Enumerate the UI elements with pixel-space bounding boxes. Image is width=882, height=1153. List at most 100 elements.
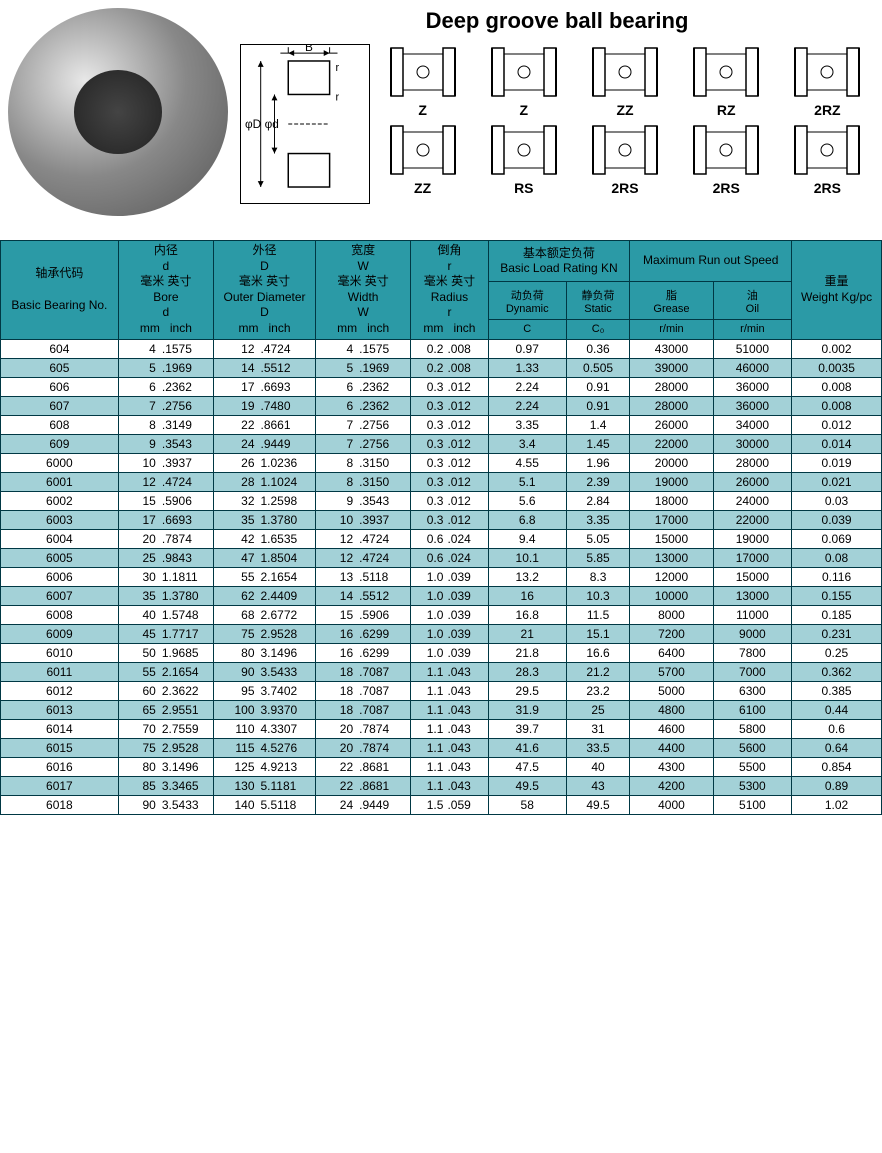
table-row: 600525.9843471.850412.47240.6.02410.15.8… xyxy=(1,548,882,567)
cell-weight: 0.6 xyxy=(792,719,882,738)
cell-weight: 0.231 xyxy=(792,624,882,643)
cell-oil: 5100 xyxy=(713,795,791,814)
cell-outer: 321.2598 xyxy=(214,491,316,510)
cell-width: 8.3150 xyxy=(316,472,411,491)
cell-oil: 36000 xyxy=(713,377,791,396)
cell-width: 6.2362 xyxy=(316,396,411,415)
cell-c: 0.97 xyxy=(488,339,566,358)
bearing-type-cell: RZ xyxy=(680,44,773,118)
cell-outer: 682.6772 xyxy=(214,605,316,624)
th-c0: C₀ xyxy=(566,320,629,339)
cell-bore: 501.9685 xyxy=(118,643,213,662)
cell-no: 6006 xyxy=(1,567,119,586)
cell-c0: 5.05 xyxy=(566,529,629,548)
cell-c: 1.33 xyxy=(488,358,566,377)
cell-width: 10.3937 xyxy=(316,510,411,529)
cell-outer: 22.8661 xyxy=(214,415,316,434)
cell-oil: 13000 xyxy=(713,586,791,605)
cell-grease: 19000 xyxy=(630,472,713,491)
bearing-type-label: 2RZ xyxy=(781,102,874,118)
bearing-icon xyxy=(787,122,867,178)
th-speed: Maximum Run out Speed xyxy=(630,241,792,282)
cell-width: 13.5118 xyxy=(316,567,411,586)
cell-outer: 1003.9370 xyxy=(214,700,316,719)
cell-radius: 1.0.039 xyxy=(411,624,488,643)
cell-c: 58 xyxy=(488,795,566,814)
table-row: 6012602.3622953.740218.70871.1.04329.523… xyxy=(1,681,882,700)
bearing-icon xyxy=(383,122,463,178)
cell-c: 31.9 xyxy=(488,700,566,719)
cell-oil: 5300 xyxy=(713,776,791,795)
dim-b-label: B xyxy=(305,45,313,54)
cell-grease: 28000 xyxy=(630,377,713,396)
cell-c0: 5.85 xyxy=(566,548,629,567)
cell-outer: 351.3780 xyxy=(214,510,316,529)
cell-no: 6012 xyxy=(1,681,119,700)
dim-d-label: φd xyxy=(265,117,279,131)
cell-width: 16.6299 xyxy=(316,624,411,643)
cell-radius: 0.3.012 xyxy=(411,472,488,491)
cell-grease: 4200 xyxy=(630,776,713,795)
th-outer: 外径 D 毫米 英寸 Outer Diameter D mm inch xyxy=(214,241,316,340)
th-load: 基本额定负荷 Basic Load Rating KN xyxy=(488,241,630,282)
cell-width: 7.2756 xyxy=(316,415,411,434)
cell-c0: 2.39 xyxy=(566,472,629,491)
cell-width: 7.2756 xyxy=(316,434,411,453)
th-weight: 重量 Weight Kg/pc xyxy=(792,241,882,340)
cell-weight: 0.069 xyxy=(792,529,882,548)
bearing-type-label: Z xyxy=(477,102,570,118)
bearing-type-cell: 2RS xyxy=(680,122,773,196)
cell-no: 6005 xyxy=(1,548,119,567)
cell-width: 9.3543 xyxy=(316,491,411,510)
cell-width: 15.5906 xyxy=(316,605,411,624)
bearing-icon xyxy=(585,122,665,178)
bearing-type-label: 2RS xyxy=(680,180,773,196)
cell-c0: 49.5 xyxy=(566,795,629,814)
cell-width: 6.2362 xyxy=(316,377,411,396)
cell-weight: 0.021 xyxy=(792,472,882,491)
cell-width: 8.3150 xyxy=(316,453,411,472)
table-row: 6066.236217.66936.23620.3.0122.240.91280… xyxy=(1,377,882,396)
cell-c: 16.8 xyxy=(488,605,566,624)
cell-no: 6003 xyxy=(1,510,119,529)
cell-c: 2.24 xyxy=(488,396,566,415)
cell-width: 22.8681 xyxy=(316,776,411,795)
bearing-type-cell: RS xyxy=(477,122,570,196)
th-radius: 倒角 r 毫米 英寸 Radius r mm inch xyxy=(411,241,488,340)
table-row: 6088.314922.86617.27560.3.0123.351.42600… xyxy=(1,415,882,434)
cell-oil: 6300 xyxy=(713,681,791,700)
cell-no: 6009 xyxy=(1,624,119,643)
cell-no: 6010 xyxy=(1,643,119,662)
cell-radius: 0.3.012 xyxy=(411,434,488,453)
cell-grease: 17000 xyxy=(630,510,713,529)
cell-width: 18.7087 xyxy=(316,700,411,719)
cell-radius: 1.1.043 xyxy=(411,662,488,681)
cell-grease: 20000 xyxy=(630,453,713,472)
cell-c: 9.4 xyxy=(488,529,566,548)
cell-c: 28.3 xyxy=(488,662,566,681)
cell-c: 5.1 xyxy=(488,472,566,491)
cell-radius: 1.1.043 xyxy=(411,700,488,719)
table-row: 6077.275619.74806.23620.3.0122.240.91280… xyxy=(1,396,882,415)
cell-width: 16.6299 xyxy=(316,643,411,662)
cell-no: 6013 xyxy=(1,700,119,719)
cell-oil: 51000 xyxy=(713,339,791,358)
cell-outer: 12.4724 xyxy=(214,339,316,358)
cell-c: 47.5 xyxy=(488,757,566,776)
th-bearing-no: 轴承代码 Basic Bearing No. xyxy=(1,241,119,340)
bearing-type-cell: 2RZ xyxy=(781,44,874,118)
cell-bore: 12.4724 xyxy=(118,472,213,491)
cell-radius: 1.1.043 xyxy=(411,681,488,700)
dim-D-label: φD xyxy=(245,117,261,131)
bearing-type-label: 2RS xyxy=(578,180,671,196)
cell-radius: 0.6.024 xyxy=(411,529,488,548)
cell-c: 3.4 xyxy=(488,434,566,453)
cell-c0: 33.5 xyxy=(566,738,629,757)
cell-grease: 26000 xyxy=(630,415,713,434)
cell-outer: 19.7480 xyxy=(214,396,316,415)
cell-oil: 34000 xyxy=(713,415,791,434)
cell-c: 13.2 xyxy=(488,567,566,586)
cell-c0: 3.35 xyxy=(566,510,629,529)
cell-c0: 40 xyxy=(566,757,629,776)
bearing-type-cell: Z xyxy=(477,44,570,118)
